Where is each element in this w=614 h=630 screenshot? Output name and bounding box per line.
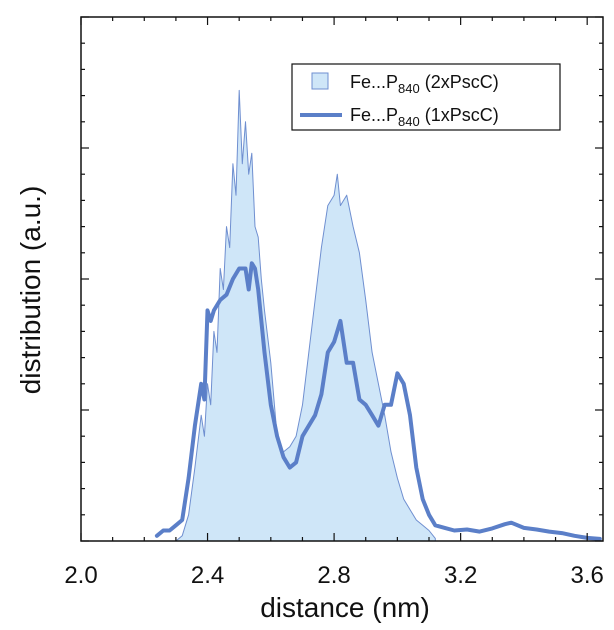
x-tick-label: 2.4 bbox=[191, 562, 224, 589]
axes: 2.0 2.4 2.8 3.2 3.6 bbox=[64, 16, 604, 589]
x-tick-label: 2.0 bbox=[64, 562, 97, 589]
x-tick-label: 3.2 bbox=[444, 562, 477, 589]
series-1-area bbox=[175, 89, 436, 542]
legend: Fe...P840 (2xPscC) Fe...P840 (1xPscC) bbox=[291, 63, 561, 131]
legend-label-1-sub: 840 bbox=[398, 81, 420, 96]
legend-label-2-main: Fe...P bbox=[350, 105, 398, 125]
y-axis-title: distribution (a.u.) bbox=[15, 186, 46, 395]
x-tick-label: 3.6 bbox=[570, 562, 603, 589]
legend-label-series-1: Fe...P840 (2xPscC) bbox=[350, 72, 499, 96]
legend-label-2-suffix: (1xPscC) bbox=[420, 105, 499, 125]
x-axis-title: distance (nm) bbox=[260, 592, 430, 623]
legend-box bbox=[291, 63, 561, 131]
x-tick-label: 2.8 bbox=[317, 562, 350, 589]
legend-label-series-2: Fe...P840 (1xPscC) bbox=[350, 105, 499, 129]
legend-swatch-series-1 bbox=[311, 72, 329, 90]
legend-label-2-sub: 840 bbox=[398, 114, 420, 129]
legend-label-1-main: Fe...P bbox=[350, 72, 398, 92]
series-2-line bbox=[154, 261, 602, 541]
legend-label-1-suffix: (2xPscC) bbox=[420, 72, 499, 92]
plot-area bbox=[154, 89, 602, 542]
